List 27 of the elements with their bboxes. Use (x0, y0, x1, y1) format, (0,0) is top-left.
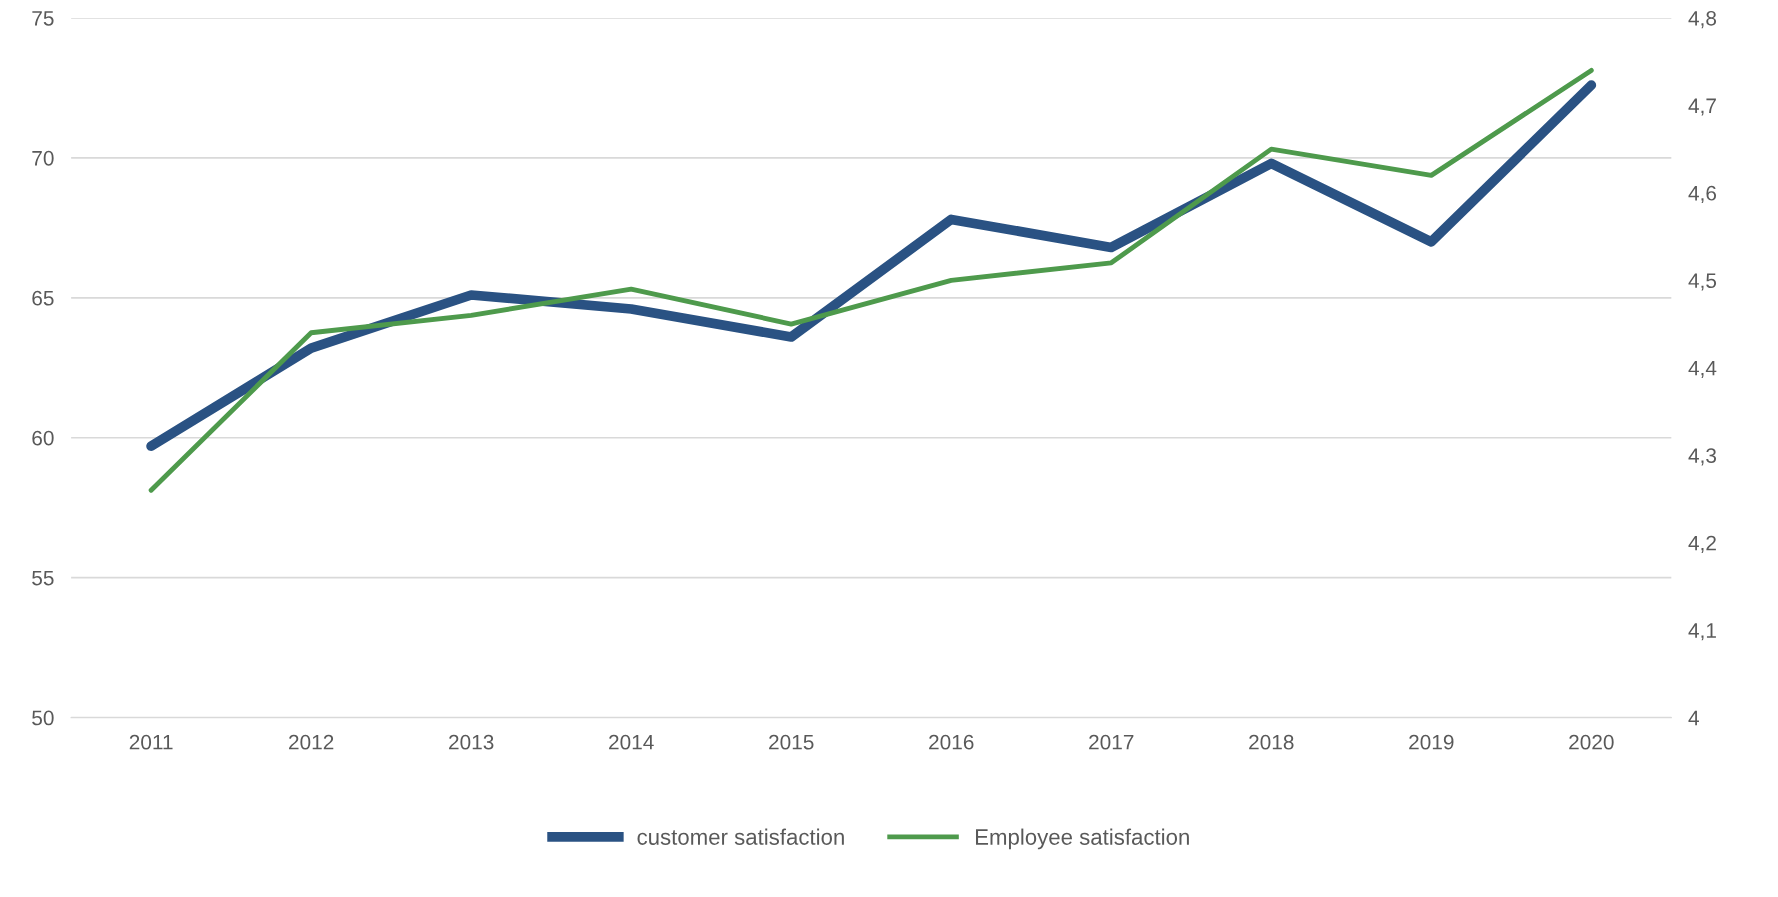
x-tick-label: 2011 (129, 734, 173, 750)
legend-label: Employee satisfaction (975, 828, 1189, 850)
y2-tick-label: 4,3 (1688, 448, 1717, 466)
y2-tick-label: 4,4 (1688, 360, 1717, 378)
x-tick-label: 2013 (449, 734, 494, 750)
y-tick-label: 60 (32, 430, 54, 446)
x-tick-label: 2015 (769, 734, 814, 750)
y-tick-label: 75 (32, 11, 54, 26)
x-tick-label: 2012 (289, 734, 334, 750)
x-tick-label: 2020 (1569, 734, 1614, 750)
y-tick-label: 55 (32, 570, 54, 586)
y2-tick-label: 4,7 (1688, 98, 1716, 116)
y2-tick-label: 4 (1688, 710, 1699, 726)
x-tick-label: 2018 (1249, 734, 1294, 750)
x-tick-label: 2016 (929, 734, 974, 750)
y-tick-label: 65 (32, 290, 54, 306)
legend-label: customer satisfaction (637, 828, 844, 845)
y2-tick-label: 4,5 (1688, 273, 1717, 291)
y2-tick-label: 4,1 (1688, 623, 1716, 641)
y-tick-label: 70 (32, 150, 54, 166)
y2-tick-label: 4,2 (1688, 535, 1716, 553)
x-tick-label: 2019 (1409, 734, 1454, 750)
y2-tick-label: 4,6 (1688, 185, 1717, 204)
y-tick-label: 50 (32, 710, 54, 726)
x-tick-label: 2014 (609, 734, 654, 750)
y2-tick-label: 4,8 (1688, 10, 1717, 29)
x-tick-label: 2017 (1089, 734, 1134, 750)
